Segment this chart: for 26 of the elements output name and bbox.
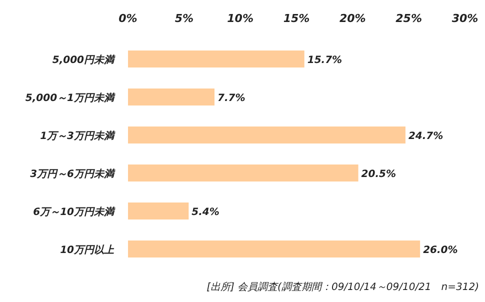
x-tick-label: 20% bbox=[339, 12, 366, 25]
bar bbox=[128, 164, 358, 182]
bar bbox=[128, 202, 189, 220]
text: [出所] 会員調査(調査期間：09/10/14～09/10/21 n=312) bbox=[206, 281, 479, 293]
data-label: 26.0% bbox=[423, 245, 458, 256]
bar bbox=[128, 240, 420, 258]
bar bbox=[128, 126, 406, 144]
data-label: 20.5% bbox=[361, 169, 396, 180]
y-tick-label: 3万円～6万円未満 bbox=[30, 168, 116, 180]
data-label: 5.4% bbox=[192, 207, 220, 218]
x-tick-label: 10% bbox=[227, 12, 254, 25]
y-tick-label: 10万円以上 bbox=[60, 244, 115, 256]
y-tick-label: 5,000円未満 bbox=[52, 54, 116, 66]
y-tick-label: 1万～3万円未満 bbox=[40, 130, 116, 142]
x-tick-label: 0% bbox=[118, 12, 138, 25]
data-label: 24.7% bbox=[408, 131, 444, 142]
x-tick-label: 25% bbox=[396, 12, 422, 25]
y-tick-label: 5,000～1万円未満 bbox=[25, 92, 116, 104]
data-label: 7.7% bbox=[217, 93, 246, 104]
bar bbox=[128, 50, 304, 68]
x-tick-label: 15% bbox=[283, 12, 310, 25]
x-tick-label: 5% bbox=[174, 12, 194, 25]
data-label: 15.7% bbox=[307, 55, 342, 66]
bar bbox=[128, 88, 214, 106]
x-tick-label: 30% bbox=[452, 12, 478, 25]
y-tick-label: 6万～10万円未満 bbox=[33, 206, 116, 218]
